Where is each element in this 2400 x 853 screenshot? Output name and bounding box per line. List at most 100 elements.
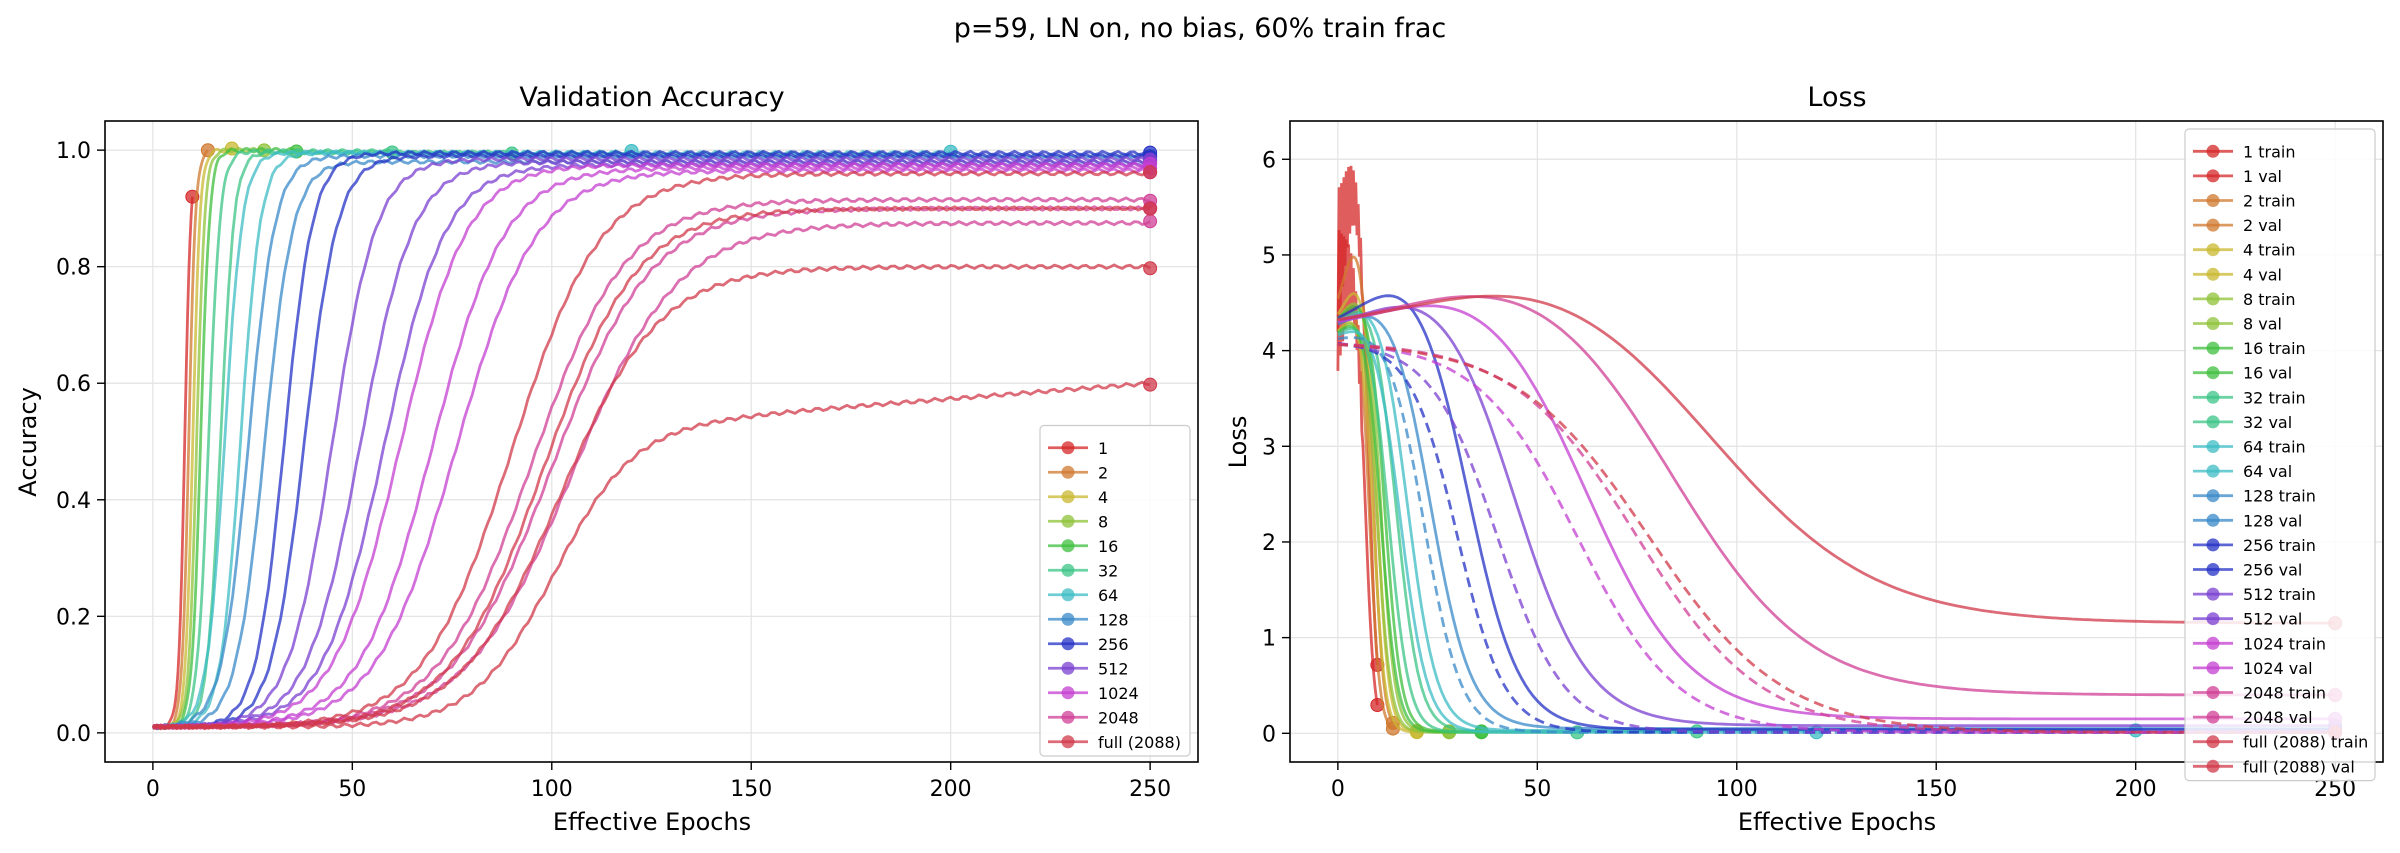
loss-title: Loss	[1807, 82, 1866, 113]
loss-ytick-label: 5	[1262, 244, 1276, 269]
loss-legend-label: 4 val	[2243, 265, 2282, 284]
accuracy-xtick-label: 0	[146, 777, 160, 802]
accuracy-legend-label: 512	[1098, 659, 1129, 678]
accuracy-legend-marker	[1061, 490, 1075, 504]
loss-legend-marker	[2206, 513, 2220, 527]
accuracy-xtick-label: 100	[531, 777, 573, 802]
loss-legend-marker	[2206, 218, 2220, 232]
accuracy-legend-box	[1039, 424, 1191, 757]
accuracy-xtick-label: 50	[338, 777, 366, 802]
accuracy-ytick-label: 0.8	[56, 256, 91, 281]
accuracy-ytick-label: 0.2	[56, 605, 91, 630]
loss-legend-marker	[2206, 587, 2220, 601]
accuracy-xtick-label: 200	[930, 777, 972, 802]
loss-legend-marker	[2206, 759, 2220, 773]
accuracy-legend-label: 32	[1098, 561, 1118, 580]
loss-xtick-label: 50	[1523, 777, 1551, 802]
loss-legend-label: 256 train	[2243, 536, 2316, 555]
loss-legend-label: full (2088) val	[2243, 757, 2355, 776]
accuracy-legend-label: 1024	[1098, 684, 1139, 703]
accuracy-legend-marker	[1061, 710, 1075, 724]
accuracy-legend-marker	[1061, 465, 1075, 479]
loss-series-line	[1337, 336, 2336, 734]
loss-legend-marker	[2206, 464, 2220, 478]
loss-legend-marker	[2206, 612, 2220, 626]
loss-legend-marker	[2206, 563, 2220, 576]
loss-series-line	[1337, 342, 2336, 734]
accuracy-series-line	[152, 149, 1151, 730]
accuracy-legend-marker	[1061, 588, 1075, 602]
loss-legend-label: 16 train	[2243, 339, 2306, 358]
accuracy-ylabel: Accuracy	[14, 387, 42, 497]
accuracy-legend-label: 256	[1098, 635, 1129, 654]
loss-series-line	[1337, 330, 1817, 734]
accuracy-title: Validation Accuracy	[519, 82, 784, 113]
accuracy-legend-label: 64	[1098, 586, 1118, 605]
loss-legend-marker	[2206, 366, 2220, 380]
loss-legend-marker	[2206, 538, 2220, 552]
loss-series-line	[1337, 304, 2336, 721]
accuracy-plot-frame	[104, 120, 1199, 763]
accuracy-legend-label: 2	[1098, 463, 1108, 482]
loss-series-line	[1337, 342, 2336, 734]
loss-legend-label: 512 train	[2243, 585, 2316, 604]
loss-legend-marker	[2206, 489, 2220, 503]
accuracy-series-end-marker	[1143, 165, 1158, 180]
accuracy-xtick-label: 150	[730, 777, 772, 802]
loss-xtick-label: 100	[1716, 777, 1758, 802]
loss-xlabel: Effective Epochs	[1738, 808, 1936, 836]
loss-legend-label: 1024 train	[2243, 634, 2326, 653]
loss-legend-label: 2 train	[2243, 192, 2296, 211]
loss-legend-label: 128 val	[2243, 511, 2302, 530]
loss-ytick-label: 2	[1262, 531, 1276, 556]
loss-ytick-label: 6	[1262, 148, 1276, 173]
accuracy-legend-label: full (2088)	[1098, 733, 1181, 752]
loss-ytick-label: 0	[1262, 722, 1276, 747]
accuracy-ytick-label: 1.0	[56, 139, 91, 164]
accuracy-series-line	[152, 263, 1151, 731]
loss-legend-label: 512 val	[2243, 610, 2302, 629]
loss-xtick-label: 0	[1331, 777, 1345, 802]
loss-legend-marker	[2206, 440, 2220, 453]
loss-legend-marker	[2206, 144, 2220, 158]
accuracy-legend: 1 2 4 8 16 32 64 128 256 512 1024 2048 full (2088)	[1039, 424, 1191, 757]
loss-series-line	[1337, 343, 2336, 734]
loss-legend-label: 64 train	[2243, 438, 2306, 457]
accuracy-xtick-label: 250	[1129, 777, 1171, 802]
loss-legend-marker	[2206, 686, 2220, 699]
figure-suptitle: p=59, LN on, no bias, 60% train frac	[954, 13, 1447, 44]
loss-legend-label: 128 train	[2243, 487, 2316, 506]
loss-legend-label: 8 val	[2243, 315, 2282, 334]
loss-legend-marker	[2206, 267, 2220, 281]
accuracy-series-line	[152, 170, 1151, 730]
loss-ylabel: Loss	[1224, 416, 1252, 469]
loss-series-line	[1337, 295, 2336, 697]
loss-legend-label: full (2088) train	[2243, 733, 2368, 752]
loss-legend-label: 256 val	[2243, 561, 2302, 580]
accuracy-legend-marker	[1061, 661, 1075, 675]
accuracy-legend-label: 16	[1098, 537, 1118, 556]
loss-legend-label: 16 val	[2243, 364, 2292, 383]
accuracy-series-line	[152, 161, 1151, 730]
accuracy-series-line	[152, 167, 1151, 730]
accuracy-legend-label: 4	[1098, 488, 1108, 507]
loss-series-line	[1337, 294, 2336, 625]
loss-legend-marker	[2206, 169, 2220, 183]
loss-legend-label: 4 train	[2243, 241, 2296, 260]
accuracy-series-end-marker	[1143, 261, 1158, 276]
loss-series-line	[1337, 305, 2336, 727]
loss-legend: 1 train 1 val 2 train 2 val 4 train 4 val 8 tr…	[2184, 128, 2376, 782]
loss-ytick-label: 3	[1262, 435, 1276, 460]
loss-legend-marker	[2206, 292, 2220, 306]
loss-legend-label: 1 val	[2243, 167, 2282, 186]
loss-legend-label: 1024 val	[2243, 659, 2313, 678]
accuracy-legend-label: 8	[1098, 512, 1108, 531]
loss-legend-label: 32 val	[2243, 413, 2292, 432]
accuracy-legend-marker	[1061, 563, 1075, 577]
accuracy-series-end-marker	[1143, 377, 1158, 392]
loss-legend-label: 2048 train	[2243, 684, 2326, 703]
loss-legend-marker	[2206, 317, 2220, 330]
accuracy-legend-marker	[1061, 539, 1075, 553]
loss-legend-marker	[2206, 390, 2220, 404]
